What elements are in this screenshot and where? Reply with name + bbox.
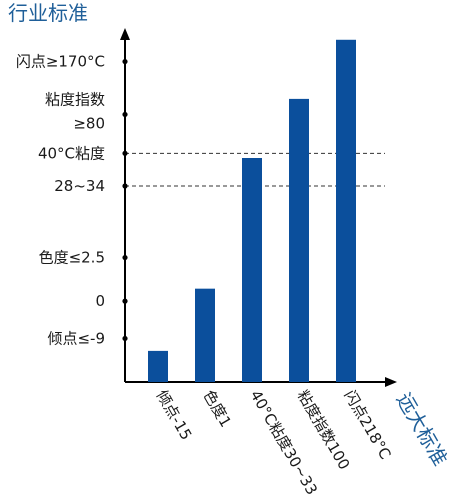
y-tick-label-5-line2: ≥80 xyxy=(73,114,105,132)
y-tick-dot-6 xyxy=(122,58,128,65)
y-tick-dot-1 xyxy=(122,335,128,342)
bar-3 xyxy=(242,158,262,382)
y-ticks: 倾点≤-9 0 色度≤2.5 40°C粘度 28~34 粘度指数 ≥80 闪点≥170°C xyxy=(16,53,128,347)
y-tick-label-4-line2: 28~34 xyxy=(54,177,105,195)
y-tick-label-6: 闪点≥170°C xyxy=(16,53,105,71)
y-axis-title: 行业标准 xyxy=(8,1,88,25)
y-tick-dot-3 xyxy=(122,254,128,261)
y-tick-label-3: 色度≤2.5 xyxy=(39,249,105,267)
bar-1 xyxy=(148,350,168,382)
x-tick-label-1: 倾点-15 xyxy=(153,387,196,443)
y-tick-dot-2 xyxy=(122,298,128,304)
y-tick-label-2: 0 xyxy=(95,292,105,310)
bars xyxy=(148,39,356,383)
bar-4 xyxy=(289,98,309,382)
y-tick-dot-4-top xyxy=(122,150,128,156)
bar-5 xyxy=(336,39,356,383)
bar-2 xyxy=(195,288,215,382)
y-tick-label-4-line1: 40°C粘度 xyxy=(38,144,105,162)
y-tick-dot-5 xyxy=(122,111,128,118)
x-axis-title: 远大标准 xyxy=(392,389,453,470)
x-tick-label-2: 色度1 xyxy=(200,387,235,430)
x-tick-label-5: 闪点218°C xyxy=(341,387,395,462)
x-axis-arrow-icon xyxy=(385,377,397,387)
y-axis-arrow-icon xyxy=(120,28,130,40)
y-tick-label-5-line1: 粘度指数 xyxy=(45,90,105,108)
y-tick-label-1: 倾点≤-9 xyxy=(47,329,105,347)
y-tick-dot-4 xyxy=(122,183,128,189)
